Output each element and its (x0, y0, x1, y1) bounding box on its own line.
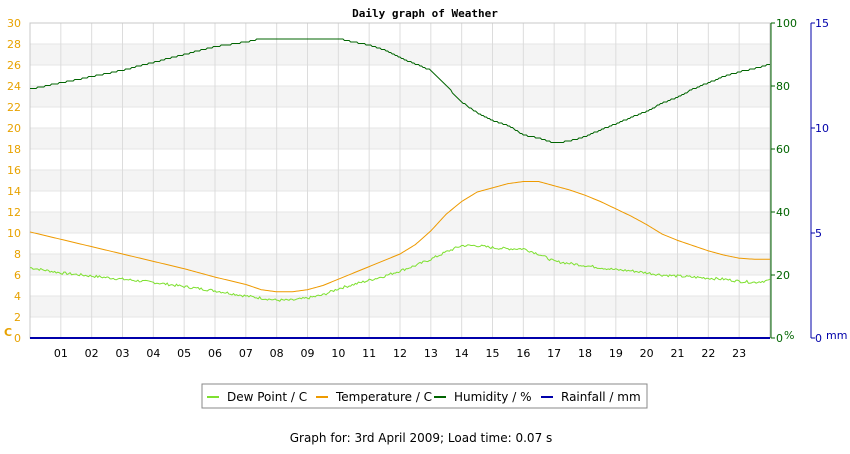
y-right1-tick-label: 60 (776, 143, 790, 156)
y-left-tick-label: 16 (7, 164, 21, 177)
x-tick-label: 21 (671, 347, 685, 360)
y-right1-tick-label: 100 (776, 17, 797, 30)
series-line (29, 244, 771, 302)
series-line (30, 38, 770, 143)
y-left-tick-label: 20 (7, 122, 21, 135)
y-left-tick-label: 22 (7, 101, 21, 114)
legend-label: Dew Point / C (227, 390, 307, 404)
x-tick-label: 17 (547, 347, 561, 360)
y-right2-tick-label: 10 (815, 122, 829, 135)
y-right1-tick-label: 0 (776, 332, 783, 345)
x-tick-label: 23 (732, 347, 746, 360)
y-left-tick-label: 26 (7, 59, 21, 72)
y-left-unit-label: C (4, 326, 12, 339)
legend-label: Rainfall / mm (561, 390, 641, 404)
x-tick-label: 12 (393, 347, 407, 360)
x-tick-label: 08 (270, 347, 284, 360)
legend-label: Temperature / C (335, 390, 432, 404)
legend-label: Humidity / % (454, 390, 531, 404)
x-tick-label: 09 (301, 347, 315, 360)
y-right1-tick-label: 20 (776, 269, 790, 282)
y-left-tick-label: 4 (14, 290, 21, 303)
y-left-tick-label: 24 (7, 80, 21, 93)
y-right1-unit-label: % (784, 329, 794, 342)
x-tick-label: 07 (239, 347, 253, 360)
legend-box (201, 383, 648, 409)
y-left-tick-label: 10 (7, 227, 21, 240)
y-right1-tick-label: 80 (776, 80, 790, 93)
x-tick-label: 13 (424, 347, 438, 360)
y-left-tick-label: 0 (14, 332, 21, 345)
x-tick-label: 20 (640, 347, 654, 360)
y-right2-unit-label: mm (826, 329, 847, 342)
x-tick-label: 10 (331, 347, 345, 360)
x-tick-label: 16 (516, 347, 530, 360)
y-left-tick-label: 6 (14, 269, 21, 282)
y-left-tick-label: 30 (7, 17, 21, 30)
y-left-tick-label: 18 (7, 143, 21, 156)
x-tick-label: 04 (146, 347, 160, 360)
x-tick-label: 03 (116, 347, 130, 360)
y-left-tick-label: 12 (7, 206, 21, 219)
y-left-tick-label: 14 (7, 185, 21, 198)
y-right2-tick-label: 15 (815, 17, 829, 30)
footer-text: Graph for: 3rd April 2009; Load time: 0.… (290, 431, 553, 445)
x-tick-label: 06 (208, 347, 222, 360)
chart-title: Daily graph of Weather (352, 7, 498, 20)
x-tick-label: 02 (85, 347, 99, 360)
series-line (29, 181, 770, 293)
x-tick-label: 22 (701, 347, 715, 360)
y-left-tick-label: 28 (7, 38, 21, 51)
y-right1-tick-label: 40 (776, 206, 790, 219)
y-left-tick-label: 8 (14, 248, 21, 261)
x-tick-label: 15 (486, 347, 500, 360)
y-left-tick-label: 2 (14, 311, 21, 324)
x-tick-label: 11 (362, 347, 376, 360)
x-tick-label: 18 (578, 347, 592, 360)
y-right2-tick-label: 5 (815, 227, 822, 240)
x-tick-label: 05 (177, 347, 191, 360)
y-right2-tick-label: 0 (815, 332, 822, 345)
x-tick-label: 19 (609, 347, 623, 360)
x-tick-label: 01 (54, 347, 68, 360)
x-tick-label: 14 (455, 347, 469, 360)
